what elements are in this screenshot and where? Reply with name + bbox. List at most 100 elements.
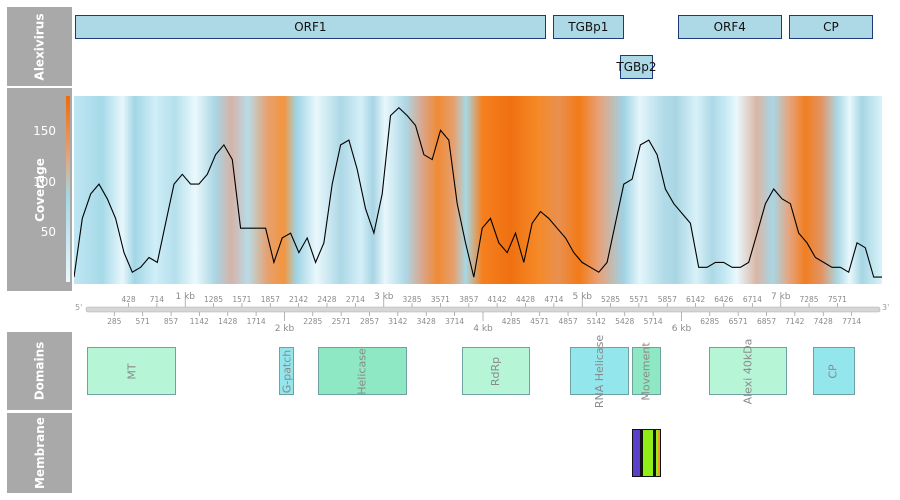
domain-rdrp: RdRp (462, 347, 530, 395)
membrane-segment (642, 429, 653, 477)
domain-rna-helicase: RNA Helicase (569, 334, 629, 408)
gene-orf4: ORF4 (677, 15, 783, 39)
axis-kb-label-top: 7 kb (771, 292, 791, 302)
five-prime-label: 5' (75, 303, 82, 312)
gene-cp: CP (788, 15, 874, 39)
domain-helicase: Helicase (317, 347, 408, 395)
axis-tick-label-bottom: 571 (136, 317, 151, 326)
membrane-segment (640, 429, 643, 477)
domain-alexi-40kda: Alexi 40kDa (709, 338, 787, 404)
domain-label: MT (125, 362, 139, 380)
axis-tick-label-top: 714 (150, 295, 165, 304)
domain-label: CP (827, 363, 841, 379)
axis-tick-label-bottom: 3428 (417, 317, 436, 326)
axis-kb-label-top: 1 kb (175, 292, 195, 302)
axis-tick-label-top: 1857 (261, 295, 280, 304)
membrane-box (632, 429, 662, 477)
axis-tick-label-top: 6714 (743, 295, 762, 304)
axis-tick-label-top: 4714 (544, 295, 563, 304)
axis-tick-label-bottom: 3714 (445, 317, 464, 326)
membrane-segment (652, 429, 656, 477)
axis-tick-label-top: 3571 (431, 295, 450, 304)
axis-kb-label-top: 5 kb (572, 292, 592, 302)
axis-tick-label-top: 5857 (658, 295, 677, 304)
coverage-plot (74, 96, 882, 284)
axis-tick-label-top: 4142 (488, 295, 507, 304)
domain-label: Alexi 40kDa (741, 338, 755, 404)
membrane-segment (658, 429, 662, 477)
axis-tick-label-bottom: 857 (164, 317, 179, 326)
axis-tick-label-bottom: 5428 (615, 317, 634, 326)
axis-tick-label-bottom: 1714 (247, 317, 266, 326)
axis-tick-label-top: 1571 (232, 295, 251, 304)
axis-tick-label-bottom: 7428 (814, 317, 833, 326)
axis-tick-label-top: 2142 (289, 295, 308, 304)
axis-tick-label-top: 3857 (459, 295, 478, 304)
axis-tick-label-bottom: 5142 (587, 317, 606, 326)
axis-tick-label-top: 5571 (629, 295, 648, 304)
alexivirus-track-label: Alexivirus (7, 7, 72, 86)
coverage-track-label: Coverage (7, 88, 72, 291)
membrane-segment (632, 429, 641, 477)
axis-tick-label-top: 1285 (204, 295, 223, 304)
membrane-track-label: Membrane (7, 413, 72, 493)
axis-tick-label-bottom: 2571 (332, 317, 351, 326)
coverage-line (74, 106, 882, 278)
domain-label: Helicase (355, 347, 369, 395)
axis-kb-label-bottom: 2 kb (275, 324, 295, 334)
domain-cp: CP (812, 347, 855, 395)
axis-kb-label-bottom: 4 kb (473, 324, 493, 334)
domain-movement: Movement (631, 342, 662, 400)
membrane-segment (655, 429, 659, 477)
axis-tick-label-bottom: 6857 (757, 317, 776, 326)
domain-label: G-patch (279, 349, 293, 393)
domains-track-label: Domains (7, 332, 72, 410)
axis-tick-label-bottom: 2857 (360, 317, 379, 326)
axis-tick-label-bottom: 7142 (785, 317, 804, 326)
axis-tick-label-bottom: 1428 (218, 317, 237, 326)
domain-mt: MT (87, 347, 177, 395)
axis-tick-label-bottom: 5714 (644, 317, 663, 326)
coverage-colorbar (66, 96, 70, 282)
domain-label: RdRp (489, 356, 503, 386)
axis-kb-label-top: 3 kb (374, 292, 394, 302)
membrane-label: Membrane (32, 417, 47, 489)
three-prime-label: 3' (882, 303, 889, 312)
domain-label: RNA Helicase (592, 334, 606, 408)
axis-tick-label-bottom: 6285 (700, 317, 719, 326)
coverage-ytick-50: 50 (40, 225, 56, 239)
genome-axis: 5' 3' 428 714 1285 1571 1857 2142 2428 2714 3285… (75, 292, 889, 334)
axis-tick-label-top: 2714 (346, 295, 365, 304)
axis-tick-label-top: 7571 (828, 295, 847, 304)
gene-orf1: ORF1 (74, 15, 546, 39)
axis-kb-label-bottom: 6 kb (672, 324, 692, 334)
axis-tick-label-top: 2428 (317, 295, 336, 304)
alexivirus-label: Alexivirus (32, 13, 47, 80)
axis-tick-label-top: 6142 (686, 295, 705, 304)
axis-tick-label-bottom: 285 (107, 317, 122, 326)
gene-tgbp2: TGBp2 (616, 55, 657, 79)
coverage-label: Coverage (32, 157, 47, 222)
domains-label: Domains (32, 341, 47, 401)
axis-bar (85, 306, 881, 313)
axis-tick-label-bottom: 1142 (190, 317, 209, 326)
axis-tick-label-bottom: 4285 (502, 317, 521, 326)
axis-tick-label-top: 6426 (714, 295, 733, 304)
coverage-ytick-150: 150 (33, 124, 56, 138)
axis-tick-label-bottom: 7714 (842, 317, 861, 326)
domain-g-patch: G-patch (279, 347, 294, 395)
axis-tick-label-bottom: 3142 (388, 317, 407, 326)
coverage-ytick-100: 100 (33, 175, 56, 189)
axis-tick-label-bottom: 4857 (559, 317, 578, 326)
axis-tick-label-bottom: 4571 (530, 317, 549, 326)
axis-tick-label-bottom: 6571 (729, 317, 748, 326)
axis-tick-label-top: 7285 (799, 295, 818, 304)
domain-label: Movement (640, 341, 654, 401)
axis-tick-label-top: 5285 (601, 295, 620, 304)
axis-tick-label-top: 3285 (402, 295, 421, 304)
axis-tick-label-top: 4428 (516, 295, 535, 304)
axis-tick-label-top: 428 (121, 295, 136, 304)
axis-tick-label-bottom: 2285 (303, 317, 322, 326)
gene-tgbp1: TGBp1 (552, 15, 625, 39)
